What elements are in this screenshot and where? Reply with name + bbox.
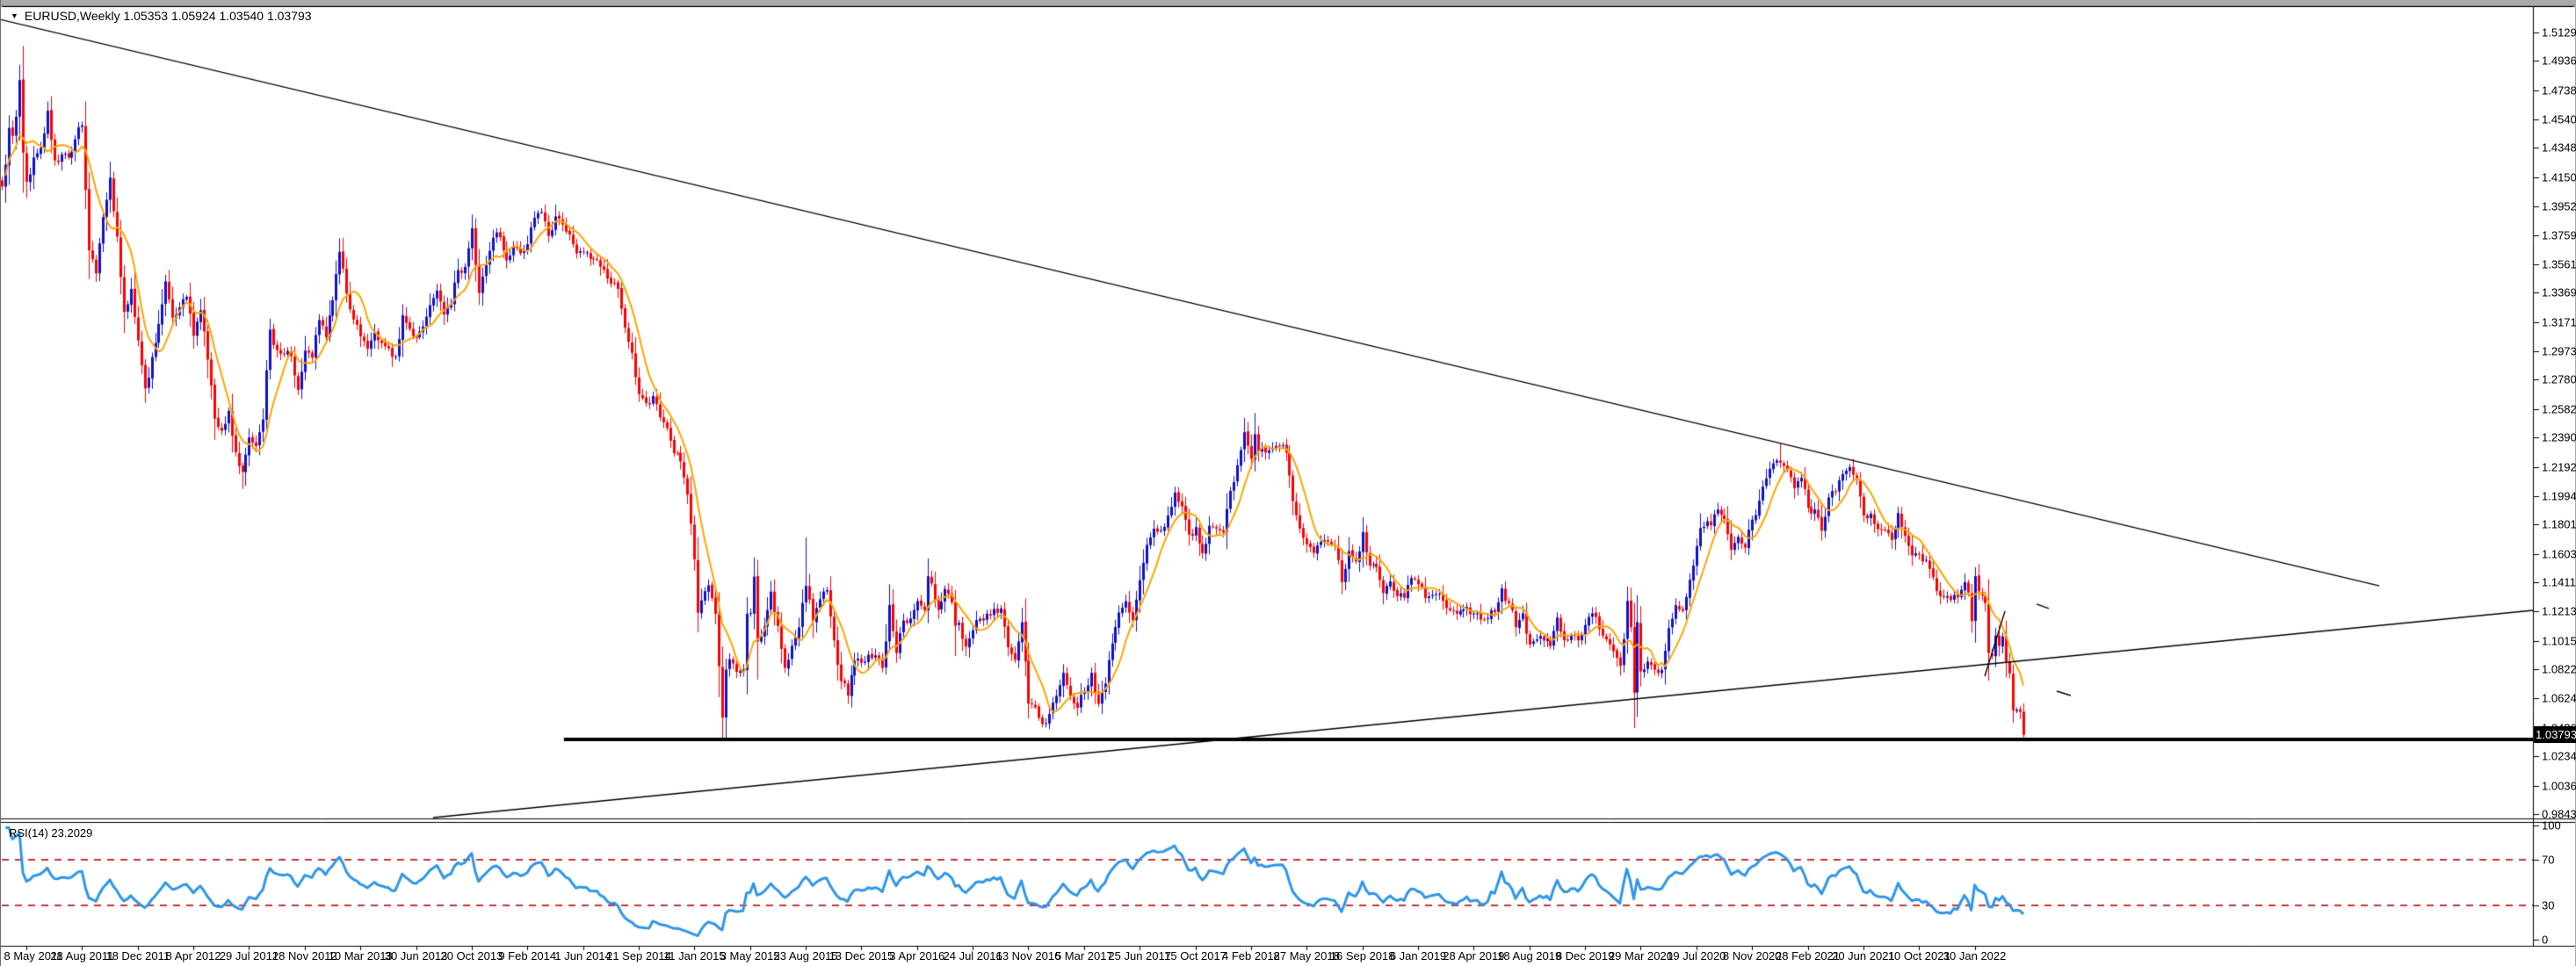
window-left-edge [0,0,1,966]
price-tick-label: 1.08225 [2542,662,2576,676]
date-tick-label: 9 Feb 2014 [498,949,557,962]
date-tick-label: 28 Apr 2019 [1443,949,1505,962]
window-top-edge [0,0,2576,6]
date-tick-label: 24 Jul 2016 [943,949,1002,962]
date-tick-label: 18 Nov 2012 [271,949,337,962]
price-tick-label: 1.43480 [2542,141,2576,155]
price-tick-label: 1.47385 [2542,83,2576,97]
price-tick-label: 1.45405 [2542,112,2576,126]
date-tick-label: 8 Nov 2020 [1722,949,1782,962]
rsi-scale-label: 0 [2542,933,2549,947]
price-tick-label: 1.41500 [2542,170,2576,184]
price-tick-label: 1.10150 [2542,634,2576,648]
rsi-scale-label: 70 [2542,853,2555,867]
price-tick-label: 1.18015 [2542,517,2576,531]
price-tick-label: 1.29730 [2542,344,2576,358]
price-tick-label: 1.23900 [2542,430,2576,444]
date-tick-label: 15 Oct 2017 [1164,949,1226,962]
date-tick-label: 3 Apr 2016 [889,949,945,962]
price-tick-label: 1.49365 [2542,54,2576,68]
date-tick-label: 29 Jul 2012 [219,949,279,962]
date-tick-label: 8 Apr 2012 [165,949,221,962]
date-tick-label: 8 May 2011 [4,949,63,962]
date-tick-label: 25 Jun 2017 [1108,949,1171,962]
rsi-scale-label: 100 [2542,818,2561,833]
date-tick-label: 6 Jan 2019 [1389,949,1447,962]
date-tick-label: 23 Aug 2015 [773,949,838,962]
price-tick-label: 1.06245 [2542,691,2576,705]
price-tick-label: 1.21920 [2542,460,2576,473]
date-tick-label: 28 Feb 2021 [1776,949,1841,962]
price-tick-label: 1.51290 [2542,25,2576,40]
date-tick-label: 8 Dec 2019 [1555,949,1615,962]
chart-title: ▼ EURUSD,Weekly 1.05353 1.05924 1.03540 1… [11,9,312,23]
price-tick-label: 1.35615 [2542,257,2576,271]
price-tick-label: 1.19940 [2542,489,2576,503]
price-tick-label: 1.12130 [2542,604,2576,618]
date-tick-label: 3 May 2015 [720,949,780,962]
date-tick-label: 4 Feb 2018 [1222,949,1280,962]
date-tick-label: 16 Sep 2018 [1329,949,1395,962]
date-tick-label: 5 Mar 2017 [1054,949,1113,962]
price-tick-label: 0.98435 [2542,807,2576,821]
price-tick-label: 1.31710 [2542,315,2576,329]
rsi-indicator-label: RSI(14) 23.2029 [9,826,93,840]
price-tick-label: 1.14110 [2542,575,2576,589]
chart-title-ohlc: 1.05353 1.05924 1.03540 1.03793 [123,9,312,23]
date-tick-label: 11 Jan 2015 [663,949,726,962]
price-tick-label: 1.33690 [2542,285,2576,299]
price-tick-label: 1.39520 [2542,199,2576,213]
current-price-badge: 1.03793 [2534,726,2576,744]
date-tick-label: 27 May 2018 [1273,949,1340,962]
date-tick-label: 21 Sep 2014 [606,949,671,962]
symbol-dropdown-arrow-icon[interactable]: ▼ [11,11,18,20]
date-tick-label: 18 Aug 2019 [1497,949,1562,962]
price-tick-label: 1.37595 [2542,228,2576,242]
price-tick-label: 1.02340 [2542,749,2576,763]
date-tick-label: 30 Jan 2022 [1943,949,2007,962]
date-tick-label: 1 Jun 2014 [554,949,611,962]
date-tick-label: 10 Oct 2021 [1887,949,1950,962]
date-tick-label: 10 Mar 2013 [328,949,393,962]
date-tick-label: 20 Oct 2013 [440,949,503,962]
date-tick-label: 20 Jun 2021 [1832,949,1895,962]
chart-title-symbol: EURUSD,Weekly [24,9,120,23]
price-tick-label: 1.16035 [2542,547,2576,561]
price-tick-label: 1.27805 [2542,372,2576,386]
date-tick-label: 28 Aug 2011 [50,949,114,962]
rsi-scale-label: 30 [2542,898,2555,912]
date-tick-label: 18 Dec 2011 [105,949,170,962]
date-tick-label: 29 Mar 2020 [1608,949,1673,962]
date-tick-label: 13 Nov 2016 [995,949,1061,962]
price-tick-label: 1.25825 [2542,402,2576,416]
date-tick-label: 30 Jun 2013 [384,949,448,962]
date-tick-label: 19 Jul 2020 [1667,949,1726,962]
date-tick-label: 13 Dec 2015 [829,949,894,962]
